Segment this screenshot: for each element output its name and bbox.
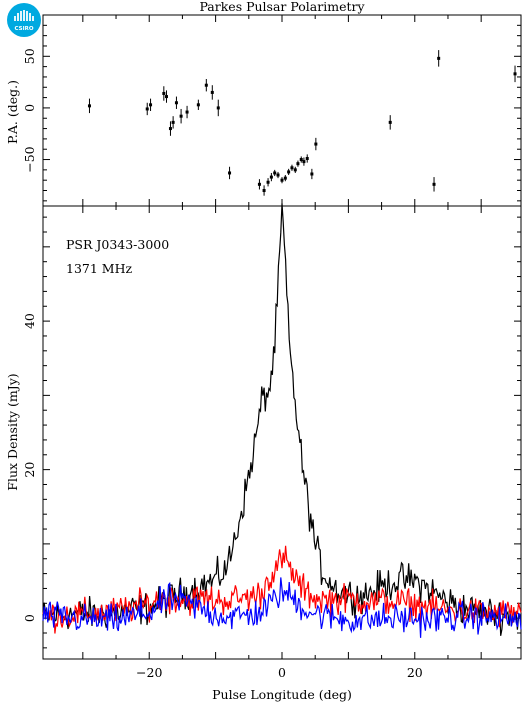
pa-point — [171, 120, 175, 124]
pa-point — [145, 107, 149, 111]
pa-point — [162, 91, 166, 95]
pa-point — [296, 162, 300, 166]
flux-series-line — [42, 577, 522, 638]
csiro-logo-bar — [26, 11, 28, 21]
x-tick-label: 0 — [278, 665, 286, 680]
pa-point — [437, 56, 441, 60]
csiro-logo: CSIRO — [7, 3, 41, 37]
pa-point — [216, 106, 220, 110]
pa-point — [174, 101, 178, 105]
pulsar-name: PSR J0343-3000 — [66, 237, 169, 252]
x-axis-label: Pulse Longitude (deg) — [212, 687, 352, 702]
pa-point — [290, 166, 294, 170]
pa-point — [204, 83, 208, 87]
pa-point — [314, 142, 318, 146]
pa-point — [388, 120, 392, 124]
pa-point — [164, 95, 168, 99]
pa-tick-label: −50 — [22, 146, 37, 172]
pa-point — [299, 158, 303, 162]
pa-point — [287, 170, 291, 174]
flux-axis-label: Flux Density (mJy) — [5, 373, 20, 490]
pa-point — [305, 157, 309, 161]
csiro-logo-bar — [29, 13, 31, 21]
flux-series-line — [42, 545, 522, 634]
flux-tick-label: 40 — [22, 313, 37, 329]
pa-point — [210, 90, 214, 94]
csiro-logo-bar — [32, 16, 34, 21]
x-tick-label: 20 — [407, 665, 423, 680]
csiro-logo-bar — [20, 11, 22, 21]
pa-point — [87, 104, 91, 108]
csiro-logo-text: CSIRO — [14, 26, 33, 32]
pa-point — [293, 168, 297, 172]
pa-axis-ticks — [43, 15, 521, 206]
csiro-logo-bar — [23, 10, 25, 21]
pa-points — [87, 50, 517, 196]
pa-tick-label: 0 — [22, 104, 37, 112]
pa-point — [280, 178, 284, 182]
csiro-logo-bars — [14, 10, 34, 21]
pa-point — [168, 127, 172, 131]
pa-point — [302, 160, 306, 164]
tick-labels: −50 0 50 0 20 40 −20 0 20 — [22, 48, 423, 680]
pa-point — [179, 114, 183, 118]
flux-tick-label: 20 — [22, 462, 37, 478]
pa-point — [283, 176, 287, 180]
pa-point — [273, 171, 277, 175]
pa-point — [228, 171, 232, 175]
pa-point — [196, 103, 200, 107]
page-title: Parkes Pulsar Polarimetry — [199, 0, 365, 14]
csiro-logo-bar — [14, 16, 16, 21]
pa-point — [266, 180, 270, 184]
csiro-logo-bar — [17, 13, 19, 21]
pa-axis-label: P.A. (deg.) — [5, 80, 20, 144]
x-tick-label: −20 — [136, 665, 162, 680]
observing-frequency: 1371 MHz — [66, 261, 132, 276]
flux-tick-label: 0 — [22, 614, 37, 622]
pa-point — [257, 182, 261, 186]
pa-point — [149, 103, 153, 107]
flux-axis-ticks — [43, 206, 521, 659]
pa-point — [269, 175, 273, 179]
pa-point — [262, 189, 266, 193]
pa-point — [185, 110, 189, 114]
pa-tick-label: 50 — [22, 48, 37, 64]
pa-point — [513, 72, 517, 76]
pa-point — [310, 172, 314, 176]
pa-point — [276, 173, 280, 177]
pa-point — [432, 182, 436, 186]
flux-series — [42, 203, 522, 638]
